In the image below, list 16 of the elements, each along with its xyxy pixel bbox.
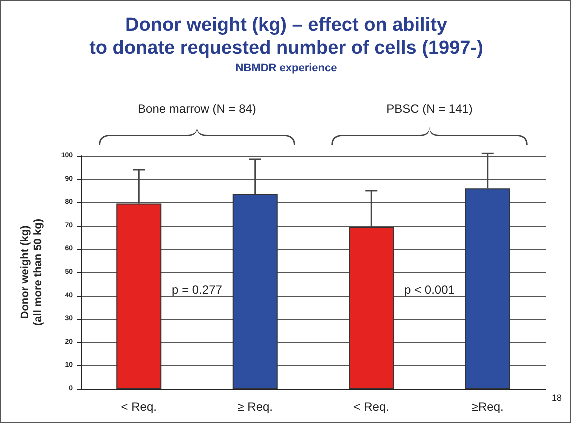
chart-title: Donor weight (kg) – effect on ability to donate requested number of cells (1997-) [90, 15, 484, 59]
bar [116, 204, 162, 389]
bar [349, 227, 394, 389]
text: PBSC (N = 141) [386, 102, 473, 116]
text: Bone marrow (N = 84) [138, 102, 256, 116]
bar [465, 188, 510, 389]
annotation: p = 0.277 [172, 283, 222, 297]
x-tick-label: < Req. [354, 400, 390, 414]
bar [232, 194, 278, 389]
x-tick-label: ≥ Req. [238, 400, 274, 414]
text: 18 [552, 393, 562, 403]
x-tick-label: < Req. [121, 400, 157, 414]
y-axis-title: Donor weight (kg) (all more than 50 kg) [20, 218, 44, 326]
chart-subtitle: NBMDR experience [236, 62, 338, 74]
annotation: p < 0.001 [404, 283, 455, 297]
x-tick-label: ≥Req. [472, 400, 504, 414]
